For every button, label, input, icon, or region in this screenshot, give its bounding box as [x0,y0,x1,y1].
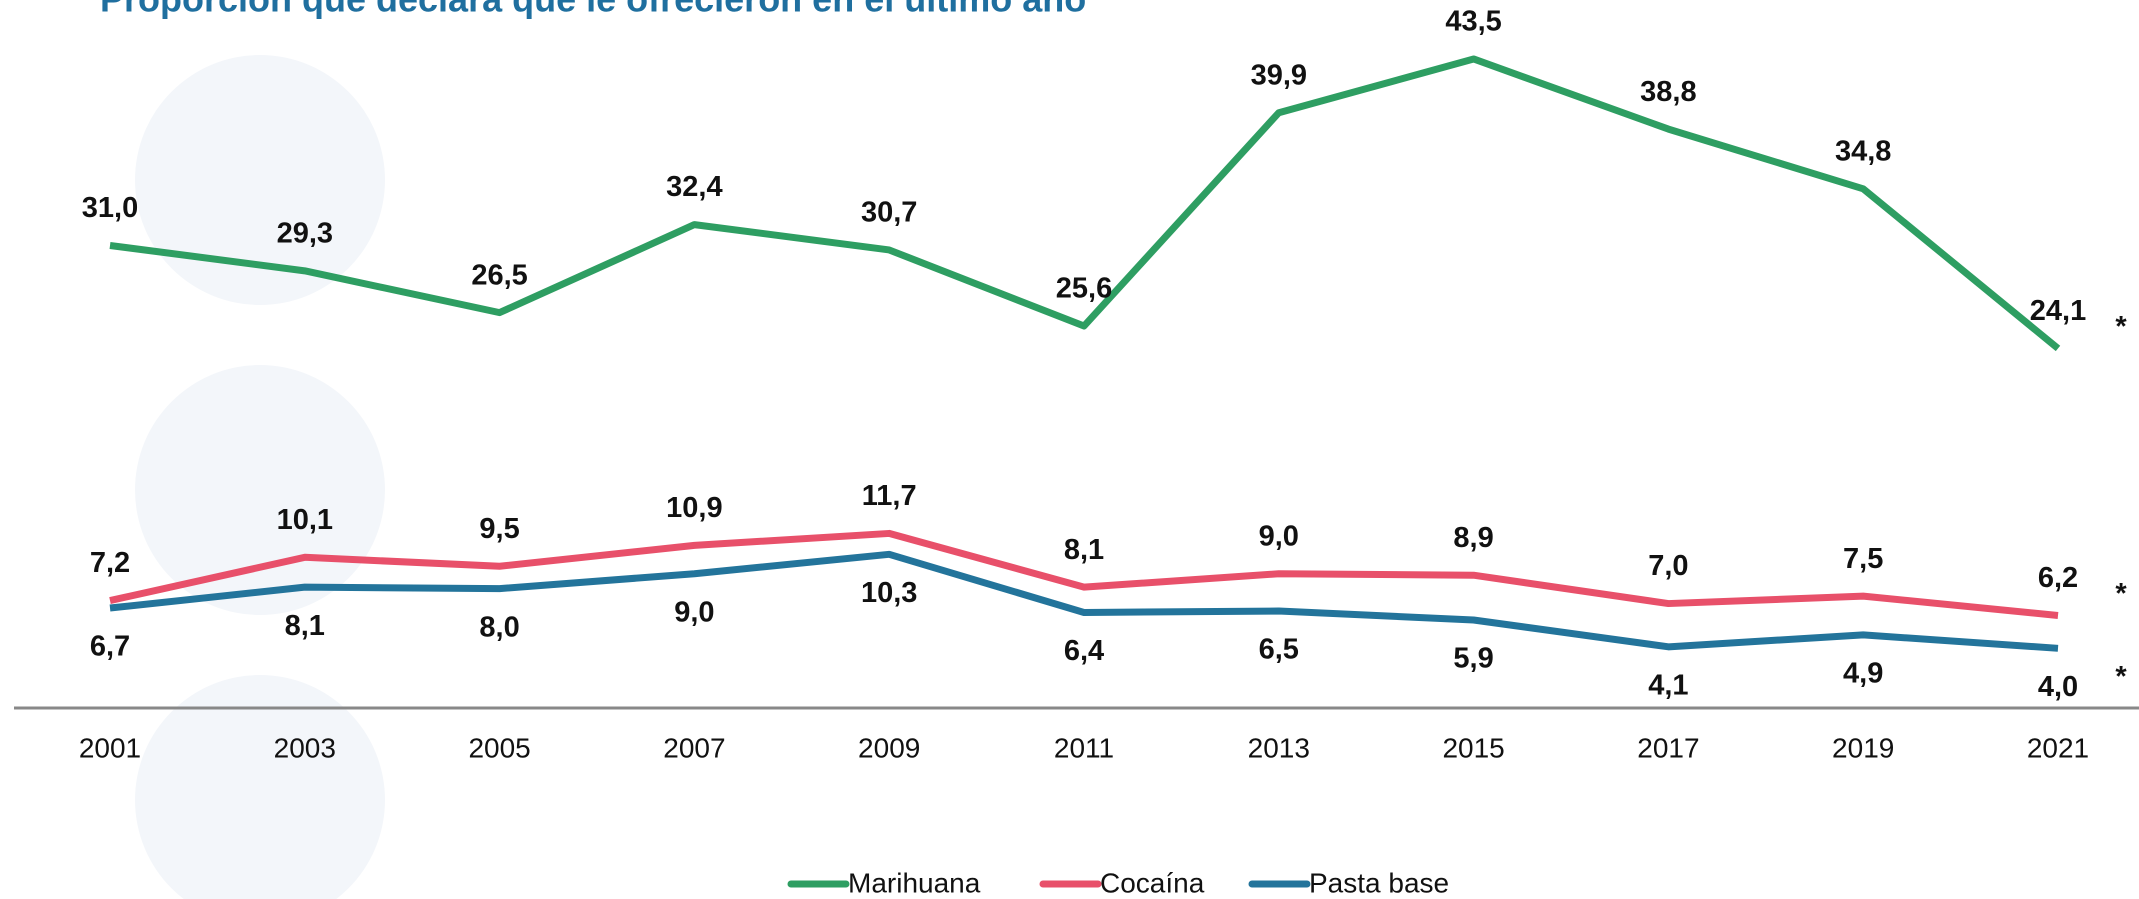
x-tick-label: 2003 [274,732,336,763]
legend-label: Pasta base [1309,867,1449,898]
x-tick-label: 2013 [1248,732,1310,763]
x-tick-label: 2009 [858,732,920,763]
x-tick-label: 2019 [1832,732,1894,763]
data-label: 43,5 [1445,6,1501,38]
data-label: 11,7 [862,480,917,512]
data-label: 9,5 [479,513,519,545]
x-tick-label: 2021 [2027,732,2089,763]
x-tick-label: 2007 [663,732,725,763]
legend-label: Cocaína [1100,867,1205,898]
data-label: 6,5 [1259,634,1299,666]
data-label: 4,1 [1648,669,1688,701]
data-label: 26,5 [471,259,527,291]
x-tick-label: 2017 [1637,732,1699,763]
x-tick-label: 2011 [1054,732,1114,763]
data-label: 24,1 [2030,295,2086,327]
data-label: 8,1 [1064,534,1104,566]
data-label: 9,0 [1259,520,1299,552]
data-label: 8,0 [479,611,519,643]
line [109,529,2059,619]
x-tick-label: 2015 [1442,732,1504,763]
data-label: 5,9 [1453,643,1493,675]
annotation: * [2115,578,2127,610]
data-label: 6,7 [90,631,130,663]
chart-title: Proporción que declara que le ofrecieron… [100,0,1086,20]
data-label: 4,0 [2038,671,2078,703]
data-label: 25,6 [1056,273,1112,305]
data-label: 8,1 [285,610,325,642]
legend-label: Marihuana [848,867,981,898]
line [109,55,2061,352]
data-label: 10,9 [666,492,722,524]
data-label: 30,7 [861,197,917,229]
data-label: 6,4 [1064,635,1104,667]
data-label: 10,1 [277,504,333,536]
data-label: 38,8 [1640,76,1696,108]
data-label: 31,0 [82,192,138,224]
x-tick-label: 2001 [79,732,141,763]
background-decoration [135,55,385,899]
annotation: * [2115,311,2127,343]
line [109,550,2059,652]
data-label: 9,0 [674,596,714,628]
data-label: 6,2 [2038,562,2078,594]
x-tick-label: 2005 [468,732,530,763]
annotation: * [2115,661,2127,693]
data-label: 29,3 [277,218,333,250]
data-label: 34,8 [1835,135,1891,167]
data-label: 10,3 [861,577,917,609]
data-label: 8,9 [1453,522,1493,554]
data-label: 7,0 [1648,550,1688,582]
data-label: 7,5 [1843,543,1883,575]
data-label: 7,2 [90,547,130,579]
data-label: 39,9 [1251,59,1307,91]
data-label: 4,9 [1843,658,1883,690]
data-label: 32,4 [666,171,722,203]
